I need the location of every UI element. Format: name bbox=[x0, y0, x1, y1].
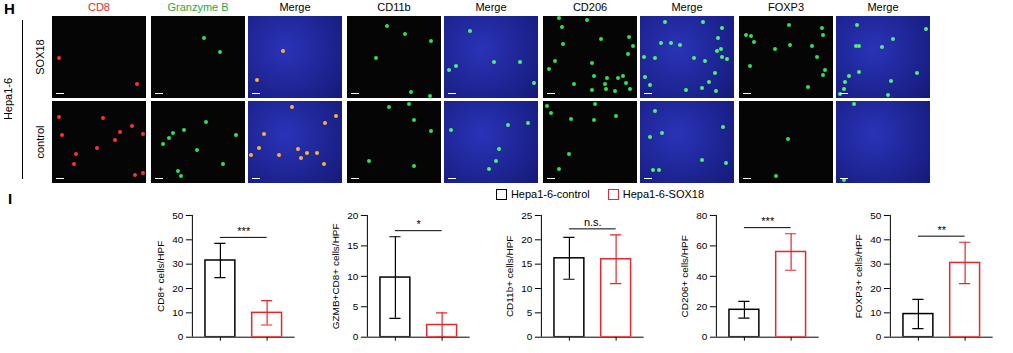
svg-text:40: 40 bbox=[871, 234, 883, 245]
svg-text:30: 30 bbox=[172, 258, 184, 269]
html-text:control: control bbox=[34, 125, 46, 159]
html-text:I: I bbox=[8, 190, 13, 207]
svg-text:50: 50 bbox=[871, 210, 883, 221]
html-text:FOXP3: FOXP3 bbox=[768, 1, 804, 13]
svg-text:10: 10 bbox=[347, 271, 359, 282]
svg-text:10: 10 bbox=[521, 283, 533, 294]
html-text:CD206: CD206 bbox=[572, 1, 608, 13]
svg-text:n.s.: n.s. bbox=[584, 216, 602, 228]
svg-text:CD11b+ cells/HPF: CD11b+ cells/HPF bbox=[504, 236, 515, 318]
svg-text:**: ** bbox=[938, 224, 947, 236]
html-text:Granzyme B: Granzyme B bbox=[167, 1, 229, 13]
html-text:Hepa1-6-SOX18: Hepa1-6-SOX18 bbox=[622, 188, 705, 200]
svg-text:80: 80 bbox=[696, 210, 708, 221]
svg-text:CD8+ cells/HPF: CD8+ cells/HPF bbox=[155, 241, 166, 312]
svg-text:GZMB+CD8+ cells/HPF: GZMB+CD8+ cells/HPF bbox=[329, 223, 340, 329]
html-text:CD11b: CD11b bbox=[377, 1, 411, 13]
svg-text:50: 50 bbox=[172, 210, 184, 221]
svg-text:20: 20 bbox=[871, 283, 883, 294]
svg-text:0: 0 bbox=[178, 331, 184, 342]
html-text:Merge: Merge bbox=[867, 1, 899, 13]
svg-text:10: 10 bbox=[172, 307, 184, 318]
svg-text:FOXP3+ cells/HPF: FOXP3+ cells/HPF bbox=[853, 234, 864, 318]
svg-text:20: 20 bbox=[696, 301, 708, 312]
svg-text:5: 5 bbox=[352, 301, 358, 312]
html-text:Merge: Merge bbox=[475, 1, 507, 13]
svg-text:0: 0 bbox=[876, 331, 882, 342]
svg-text:15: 15 bbox=[521, 258, 533, 269]
html-text:Merge: Merge bbox=[279, 1, 311, 13]
svg-text:20: 20 bbox=[347, 210, 359, 221]
svg-text:60: 60 bbox=[696, 240, 708, 251]
html-text:H: H bbox=[4, 0, 15, 17]
html-text:CD8: CD8 bbox=[88, 1, 110, 13]
svg-text:25: 25 bbox=[521, 210, 533, 221]
html-text:SOX18: SOX18 bbox=[34, 39, 46, 75]
svg-text:20: 20 bbox=[521, 234, 533, 245]
svg-text:20: 20 bbox=[172, 283, 184, 294]
svg-text:15: 15 bbox=[347, 240, 359, 251]
html-text:Merge: Merge bbox=[671, 1, 703, 13]
html-text:Hepa1-6-control: Hepa1-6-control bbox=[510, 188, 590, 200]
html-text:Hepa1-6: Hepa1-6 bbox=[2, 77, 14, 121]
svg-text:40: 40 bbox=[172, 234, 184, 245]
svg-text:30: 30 bbox=[871, 258, 883, 269]
svg-text:0: 0 bbox=[527, 331, 533, 342]
svg-text:CD206+ cells/HPF: CD206+ cells/HPF bbox=[678, 235, 689, 317]
svg-text:*: * bbox=[416, 218, 421, 230]
svg-text:***: *** bbox=[761, 215, 775, 227]
svg-text:***: *** bbox=[237, 225, 251, 237]
svg-text:10: 10 bbox=[871, 307, 883, 318]
svg-text:0: 0 bbox=[702, 331, 708, 342]
svg-text:0: 0 bbox=[352, 331, 358, 342]
svg-text:40: 40 bbox=[696, 271, 708, 282]
svg-text:5: 5 bbox=[527, 307, 533, 318]
